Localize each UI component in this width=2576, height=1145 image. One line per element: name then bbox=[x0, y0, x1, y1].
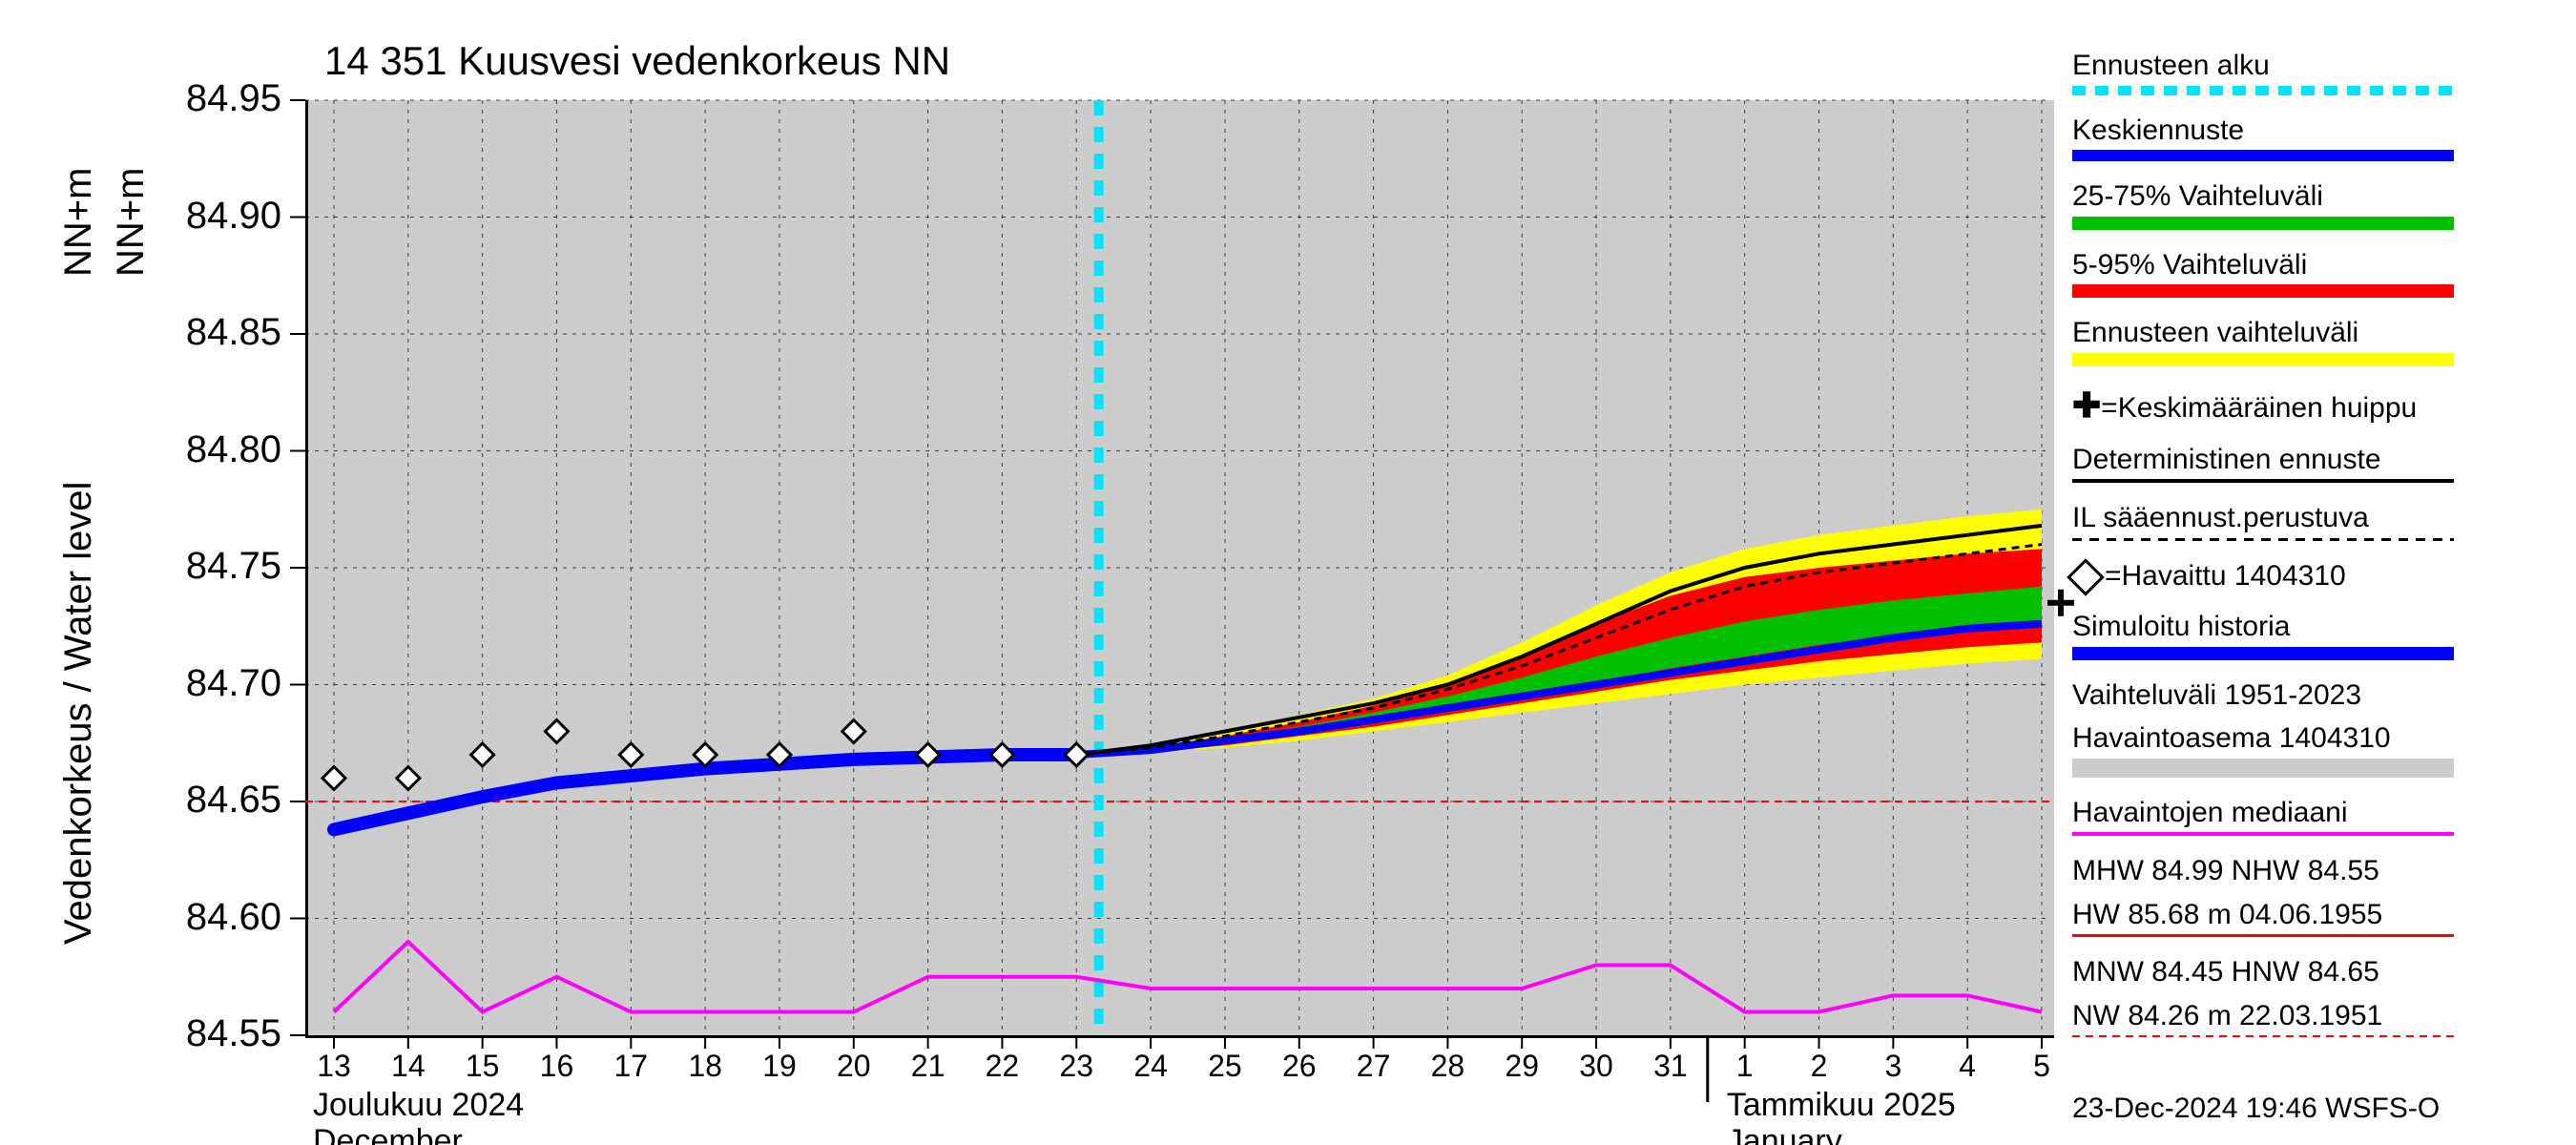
legend-label: Ennusteen vaihteluväli bbox=[2072, 315, 2568, 351]
diamond-icon bbox=[2067, 558, 2105, 596]
ytick-label: 84.85 bbox=[148, 311, 281, 354]
legend-swatch bbox=[2072, 353, 2454, 366]
legend-label: Simuloitu historia bbox=[2072, 609, 2568, 645]
xtick-label: 14 bbox=[391, 1049, 426, 1084]
legend-label: Ennusteen alku bbox=[2072, 48, 2568, 84]
xtick-label: 29 bbox=[1505, 1049, 1539, 1084]
ytick-label: 84.65 bbox=[148, 779, 281, 822]
legend-label: MNW 84.45 HNW 84.65 bbox=[2072, 954, 2568, 990]
legend-item: Ennusteen vaihteluväli bbox=[2072, 315, 2568, 366]
legend-swatch bbox=[2072, 217, 2454, 230]
legend-label: 5-95% Vaihteluväli bbox=[2072, 247, 2568, 283]
month-label: January bbox=[1727, 1123, 1842, 1145]
legend-label: =Havaittu 1404310 bbox=[2072, 558, 2568, 594]
legend-swatch bbox=[2072, 759, 2454, 778]
legend-label: 25-75% Vaihteluväli bbox=[2072, 178, 2568, 215]
legend-swatch bbox=[2072, 832, 2454, 836]
xtick-label: 16 bbox=[540, 1049, 574, 1084]
legend-item: IL sääennust.perustuva bbox=[2072, 500, 2568, 541]
legend-item: Ennusteen alku bbox=[2072, 48, 2568, 95]
legend-item: Vaihteluväli 1951-2023 bbox=[2072, 677, 2568, 719]
legend-item: 5-95% Vaihteluväli bbox=[2072, 247, 2568, 299]
xtick-label: 13 bbox=[317, 1049, 351, 1084]
legend-item: Havaintoasema 1404310 bbox=[2072, 720, 2568, 778]
xtick-label: 31 bbox=[1653, 1049, 1688, 1084]
legend: Ennusteen alku Keskiennuste 25-75% Vaihtel… bbox=[2072, 48, 2568, 1054]
xtick-label: 26 bbox=[1282, 1049, 1317, 1084]
legend-item: Havaintojen mediaani bbox=[2072, 795, 2568, 837]
xtick-label: 25 bbox=[1208, 1049, 1242, 1084]
legend-swatch bbox=[2072, 647, 2454, 660]
legend-label: Keskiennuste bbox=[2072, 113, 2568, 149]
month-label: Tammikuu 2025 bbox=[1727, 1087, 1956, 1124]
xtick-label: 18 bbox=[688, 1049, 722, 1084]
xtick-label: 15 bbox=[466, 1049, 500, 1084]
legend-swatch bbox=[2072, 1035, 2454, 1037]
legend-label: Havaintojen mediaani bbox=[2072, 795, 2568, 831]
month-label: December bbox=[313, 1123, 463, 1145]
xtick-label: 24 bbox=[1133, 1049, 1168, 1084]
ytick-label: 84.70 bbox=[148, 662, 281, 705]
xtick-label: 21 bbox=[911, 1049, 945, 1084]
legend-label: Havaintoasema 1404310 bbox=[2072, 720, 2568, 757]
xtick-label: 28 bbox=[1431, 1049, 1465, 1084]
xtick-label: 30 bbox=[1579, 1049, 1613, 1084]
xtick-label: 1 bbox=[1736, 1049, 1754, 1084]
ytick-label: 84.90 bbox=[148, 195, 281, 238]
legend-label: NW 84.26 m 22.03.1951 bbox=[2072, 998, 2568, 1034]
xtick-label: 17 bbox=[614, 1049, 649, 1084]
xtick-label: 3 bbox=[1884, 1049, 1901, 1084]
ytick-label: 84.55 bbox=[148, 1012, 281, 1055]
ytick-label: 84.80 bbox=[148, 428, 281, 471]
xtick-label: 2 bbox=[1811, 1049, 1828, 1084]
legend-item: MHW 84.99 NHW 84.55 bbox=[2072, 853, 2568, 895]
legend-swatch bbox=[2072, 934, 2454, 937]
legend-item: Keskiennuste bbox=[2072, 113, 2568, 162]
legend-swatch bbox=[2072, 284, 2454, 298]
xtick-label: 4 bbox=[1959, 1049, 1976, 1084]
legend-swatch bbox=[2072, 86, 2454, 95]
legend-label: Vaihteluväli 1951-2023 bbox=[2072, 677, 2568, 714]
xtick-label: 27 bbox=[1357, 1049, 1391, 1084]
legend-item: Simuloitu historia bbox=[2072, 609, 2568, 660]
legend-item: MNW 84.45 HNW 84.65 bbox=[2072, 954, 2568, 996]
legend-label: Deterministinen ennuste bbox=[2072, 442, 2568, 478]
legend-swatch bbox=[2072, 150, 2454, 161]
legend-item: =Havaittu 1404310 bbox=[2072, 558, 2568, 608]
legend-label: IL sääennust.perustuva bbox=[2072, 500, 2568, 536]
legend-swatch bbox=[2072, 479, 2454, 483]
legend-item: HW 85.68 m 04.06.1955 bbox=[2072, 897, 2568, 938]
ytick-label: 84.75 bbox=[148, 545, 281, 588]
legend-item: 25-75% Vaihteluväli bbox=[2072, 178, 2568, 230]
legend-label: MHW 84.99 NHW 84.55 bbox=[2072, 853, 2568, 889]
legend-item: ✚=Keskimääräinen huippu bbox=[2072, 384, 2568, 440]
legend-swatch bbox=[2072, 538, 2454, 541]
xtick-label: 19 bbox=[762, 1049, 797, 1084]
legend-item: Deterministinen ennuste bbox=[2072, 442, 2568, 484]
legend-label: ✚=Keskimääräinen huippu bbox=[2072, 384, 2568, 427]
legend-item: NW 84.26 m 22.03.1951 bbox=[2072, 998, 2568, 1038]
ytick-label: 84.60 bbox=[148, 896, 281, 939]
xtick-label: 23 bbox=[1059, 1049, 1093, 1084]
xtick-label: 20 bbox=[837, 1049, 871, 1084]
plus-icon: ✚ bbox=[2072, 385, 2101, 425]
legend-label: HW 85.68 m 04.06.1955 bbox=[2072, 897, 2568, 933]
ytick-label: 84.95 bbox=[148, 77, 281, 120]
footer-timestamp: 23-Dec-2024 19:46 WSFS-O bbox=[2072, 1093, 2440, 1125]
month-label: Joulukuu 2024 bbox=[313, 1087, 524, 1124]
xtick-label: 5 bbox=[2033, 1049, 2050, 1084]
xtick-label: 22 bbox=[986, 1049, 1020, 1084]
chart-root: 14 351 Kuusvesi vedenkorkeus NN Vedenkor… bbox=[0, 0, 2576, 1145]
